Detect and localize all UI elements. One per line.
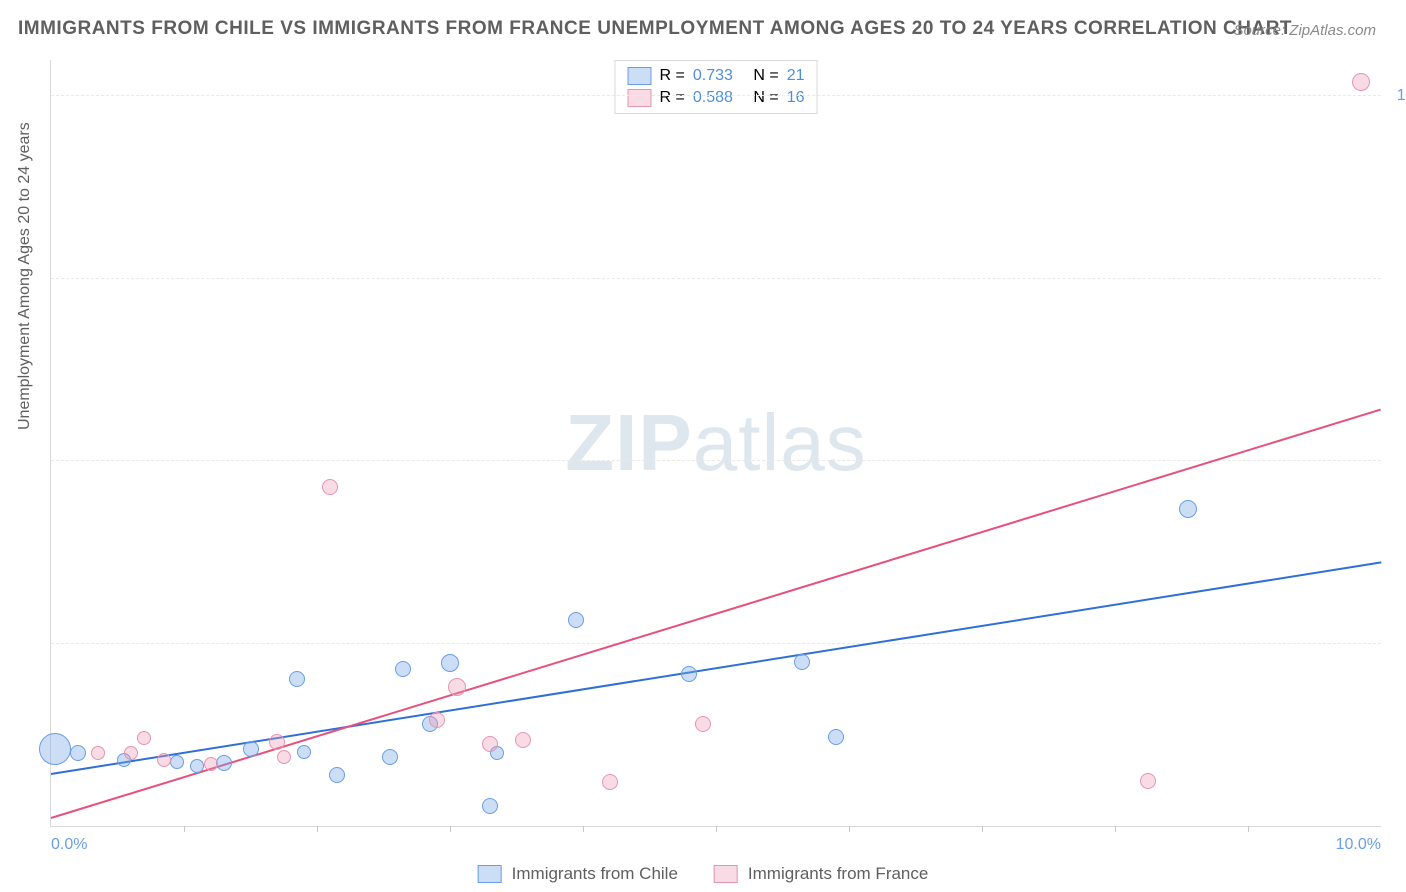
- data-point: [602, 774, 618, 790]
- legend-item-1: Immigrants from France: [714, 864, 928, 884]
- data-point: [190, 759, 204, 773]
- chart-container: IMMIGRANTS FROM CHILE VS IMMIGRANTS FROM…: [0, 0, 1406, 892]
- data-point: [1140, 773, 1156, 789]
- data-point: [170, 755, 184, 769]
- y-tick-label: 100.0%: [1391, 87, 1406, 105]
- x-tick-label: 0.0%: [51, 836, 87, 854]
- n-value-1: 16: [787, 87, 805, 109]
- data-point: [429, 712, 445, 728]
- data-point: [441, 654, 459, 672]
- gridline: [51, 278, 1381, 279]
- data-point: [395, 661, 411, 677]
- data-point: [289, 671, 305, 687]
- x-tick: [1248, 826, 1249, 832]
- gridline: [51, 643, 1381, 644]
- legend-stats-row-1: R = 0.588 N = 16: [628, 87, 805, 109]
- data-point: [124, 746, 138, 760]
- x-tick-label: 10.0%: [1336, 836, 1381, 854]
- n-label-1: N =: [753, 87, 778, 109]
- legend-bottom-label-1: Immigrants from France: [748, 864, 928, 884]
- r-label-0: R =: [660, 65, 685, 87]
- gridline: [51, 95, 1381, 96]
- watermark-rest: atlas: [693, 398, 867, 487]
- data-point: [269, 734, 285, 750]
- watermark: ZIPatlas: [565, 397, 866, 489]
- data-point: [70, 745, 86, 761]
- x-tick: [450, 826, 451, 832]
- data-point: [482, 736, 498, 752]
- data-point: [137, 731, 151, 745]
- data-point: [382, 749, 398, 765]
- data-point: [1352, 73, 1370, 91]
- legend-bottom: Immigrants from Chile Immigrants from Fr…: [478, 864, 929, 884]
- data-point: [482, 798, 498, 814]
- data-point: [91, 746, 105, 760]
- source-label: Source: ZipAtlas.com: [1233, 22, 1376, 39]
- data-point: [515, 732, 531, 748]
- r-value-0: 0.733: [693, 65, 733, 87]
- x-tick: [317, 826, 318, 832]
- gridline: [51, 460, 1381, 461]
- data-point: [39, 733, 71, 765]
- n-value-0: 21: [787, 65, 805, 87]
- data-point: [329, 767, 345, 783]
- legend-swatch-0: [628, 67, 652, 85]
- x-tick: [1115, 826, 1116, 832]
- data-point: [448, 678, 466, 696]
- r-value-1: 0.588: [693, 87, 733, 109]
- y-tick-label: 75.0%: [1391, 270, 1406, 288]
- data-point: [297, 745, 311, 759]
- data-point: [695, 716, 711, 732]
- data-point: [794, 654, 810, 670]
- x-tick: [716, 826, 717, 832]
- r-label-1: R =: [660, 87, 685, 109]
- y-axis-label: Unemployment Among Ages 20 to 24 years: [16, 122, 34, 430]
- data-point: [204, 757, 218, 771]
- data-point: [157, 753, 171, 767]
- y-tick-label: 50.0%: [1391, 452, 1406, 470]
- legend-bottom-swatch-1: [714, 865, 738, 883]
- chart-title: IMMIGRANTS FROM CHILE VS IMMIGRANTS FROM…: [18, 18, 1292, 40]
- y-tick-label: 25.0%: [1391, 635, 1406, 653]
- legend-item-0: Immigrants from Chile: [478, 864, 678, 884]
- x-tick: [982, 826, 983, 832]
- legend-stats-row-0: R = 0.733 N = 21: [628, 65, 805, 87]
- data-point: [216, 755, 232, 771]
- legend-bottom-label-0: Immigrants from Chile: [512, 864, 678, 884]
- data-point: [568, 612, 584, 628]
- data-point: [277, 750, 291, 764]
- legend-stats: R = 0.733 N = 21 R = 0.588 N = 16: [615, 60, 818, 114]
- data-point: [1179, 500, 1197, 518]
- data-point: [322, 479, 338, 495]
- data-point: [828, 729, 844, 745]
- data-point: [243, 741, 259, 757]
- x-tick: [184, 826, 185, 832]
- x-tick: [849, 826, 850, 832]
- plot-area: ZIPatlas R = 0.733 N = 21 R = 0.588 N = …: [50, 60, 1381, 827]
- legend-swatch-1: [628, 89, 652, 107]
- legend-bottom-swatch-0: [478, 865, 502, 883]
- x-tick: [583, 826, 584, 832]
- data-point: [681, 666, 697, 682]
- n-label-0: N =: [753, 65, 778, 87]
- watermark-bold: ZIP: [565, 398, 692, 487]
